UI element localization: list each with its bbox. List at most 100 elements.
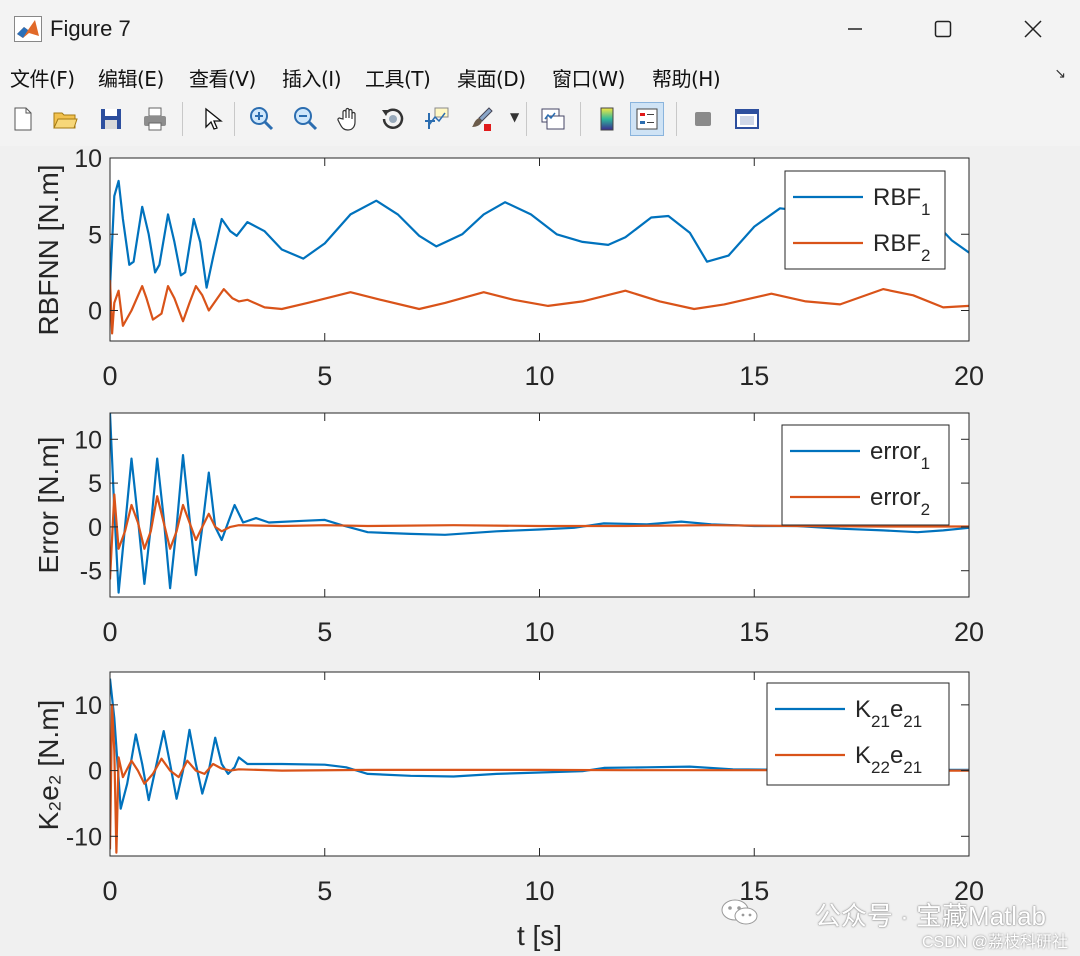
x-tick-label: 5 [317, 876, 332, 906]
insert-legend-button[interactable] [630, 102, 664, 136]
legend-box [781, 424, 950, 526]
data-cursor-button[interactable] [420, 102, 454, 136]
figure-canvas: 0 5 10 15 20 0 5 10 RBFNN [N.m] RBF1 RBF2 0 5 10 15 20 -… [0, 146, 1080, 956]
y-tick-label: 10 [74, 692, 102, 720]
x-tick-label: 20 [954, 876, 984, 906]
subplot-1: 0 5 10 15 20 0 5 10 RBFNN [N.m] RBF1 RBF2 [33, 146, 984, 391]
menu-tools[interactable]: 工具(T) [365, 67, 431, 91]
menu-help[interactable]: 帮助(H) [652, 67, 721, 91]
close-icon [1024, 20, 1042, 38]
new-figure-button[interactable] [6, 102, 40, 136]
y-axis-label: RBFNN [N.m] [33, 164, 64, 335]
legend-box [766, 682, 950, 786]
x-tick-label: 15 [739, 617, 769, 647]
menu-window[interactable]: 窗口(W) [552, 67, 625, 91]
pan-hand-icon [337, 107, 356, 131]
edit-plot-button[interactable] [194, 102, 228, 136]
menu-insert[interactable]: 插入(I) [282, 67, 342, 91]
series-line-RBF2 [110, 279, 969, 335]
series-line-K22e21 [110, 703, 969, 854]
x-tick-label: 20 [954, 617, 984, 647]
title-bar: Figure 7 [0, 0, 1080, 60]
x-tick-label: 20 [954, 361, 984, 391]
x-tick-label: 5 [317, 617, 332, 647]
new-file-icon [14, 107, 32, 131]
window-title: Figure 7 [50, 16, 131, 41]
y-tick-label: 0 [88, 514, 102, 542]
show-plot-tools-icon [735, 109, 759, 129]
zoom-out-icon [294, 107, 318, 131]
zoom-out-button[interactable] [288, 102, 322, 136]
data-cursor-icon [425, 107, 449, 129]
toolbar-separator [580, 102, 581, 136]
zoom-in-icon [250, 107, 274, 131]
minimize-button[interactable] [810, 0, 900, 58]
close-button[interactable] [988, 0, 1078, 58]
x-tick-label: 15 [739, 361, 769, 391]
legend-entry: RBF1 [873, 184, 930, 219]
legend-entry: K21e21 [855, 696, 922, 731]
legend-entry: K22e21 [855, 742, 922, 777]
hide-plot-tools-icon [695, 112, 711, 126]
matlab-logo-icon [14, 16, 42, 42]
zoom-in-button[interactable] [244, 102, 278, 136]
minimize-icon [848, 28, 862, 30]
hide-plot-tools-button[interactable] [686, 102, 720, 136]
link-plot-button[interactable] [536, 102, 570, 136]
save-icon [101, 109, 121, 129]
subplot-2: 0 5 10 15 20 -5 0 5 10 Error [N.m] error1 error2 [33, 412, 984, 647]
legend-entry: RBF2 [873, 230, 930, 265]
x-tick-label: 10 [524, 361, 554, 391]
maximize-icon [934, 20, 952, 38]
insert-colorbar-button[interactable] [590, 102, 624, 136]
show-plot-tools-button[interactable] [730, 102, 764, 136]
legend-entry: error1 [870, 438, 930, 473]
save-button[interactable] [94, 102, 128, 136]
open-folder-icon [53, 112, 78, 129]
x-tick-label: 15 [739, 876, 769, 906]
brush-icon [472, 107, 493, 131]
y-tick-label: 5 [88, 221, 102, 249]
brush-button[interactable] [464, 102, 498, 136]
series-line-RBF1 [110, 179, 969, 289]
y-axis-label: K₂e₂ [N.m] [33, 700, 64, 831]
pointer-icon [205, 107, 223, 130]
open-file-button[interactable] [48, 102, 82, 136]
menu-view[interactable]: 查看(V) [189, 67, 256, 91]
watermark-text: 公众号 · 宝藏Matlab [814, 901, 1046, 931]
legend-icon [636, 108, 658, 130]
y-tick-label: 0 [88, 298, 102, 326]
menu-desktop[interactable]: 桌面(D) [457, 67, 526, 91]
watermark-credit: CSDN @荔枝科研社 [921, 934, 1068, 951]
x-tick-label: 5 [317, 361, 332, 391]
legend-box [784, 170, 946, 270]
print-icon [144, 107, 166, 131]
dock-arrow-icon[interactable]: ↘ [1054, 66, 1066, 82]
x-tick-label: 0 [102, 617, 117, 647]
y-tick-label: 5 [88, 470, 102, 498]
series-line-error2 [110, 493, 969, 580]
menu-file[interactable]: 文件(F) [10, 67, 75, 91]
y-tick-label: 0 [88, 758, 102, 786]
rotate-3d-button[interactable] [376, 102, 410, 136]
brush-dropdown-icon[interactable]: ▼ [510, 110, 520, 124]
x-tick-label: 10 [524, 876, 554, 906]
rotate-3d-icon [382, 108, 404, 129]
pan-button[interactable] [332, 102, 366, 136]
x-tick-label: 0 [102, 876, 117, 906]
toolbar-separator [234, 102, 235, 136]
menu-edit[interactable]: 编辑(E) [98, 67, 164, 91]
toolbar-separator [526, 102, 527, 136]
colorbar-icon [600, 107, 614, 131]
y-axis-label: Error [N.m] [33, 437, 64, 574]
x-tick-label: 10 [524, 617, 554, 647]
maximize-button[interactable] [898, 0, 988, 58]
menu-bar: 文件(F) 编辑(E) 查看(V) 插入(I) 工具(T) 桌面(D) 窗口(W… [0, 60, 1080, 94]
toolbar-separator [676, 102, 677, 136]
series-line-error1 [110, 413, 969, 594]
link-plot-icon [541, 108, 565, 130]
print-button[interactable] [138, 102, 172, 136]
y-tick-label: -5 [80, 558, 102, 586]
legend-entry: error2 [870, 484, 930, 519]
